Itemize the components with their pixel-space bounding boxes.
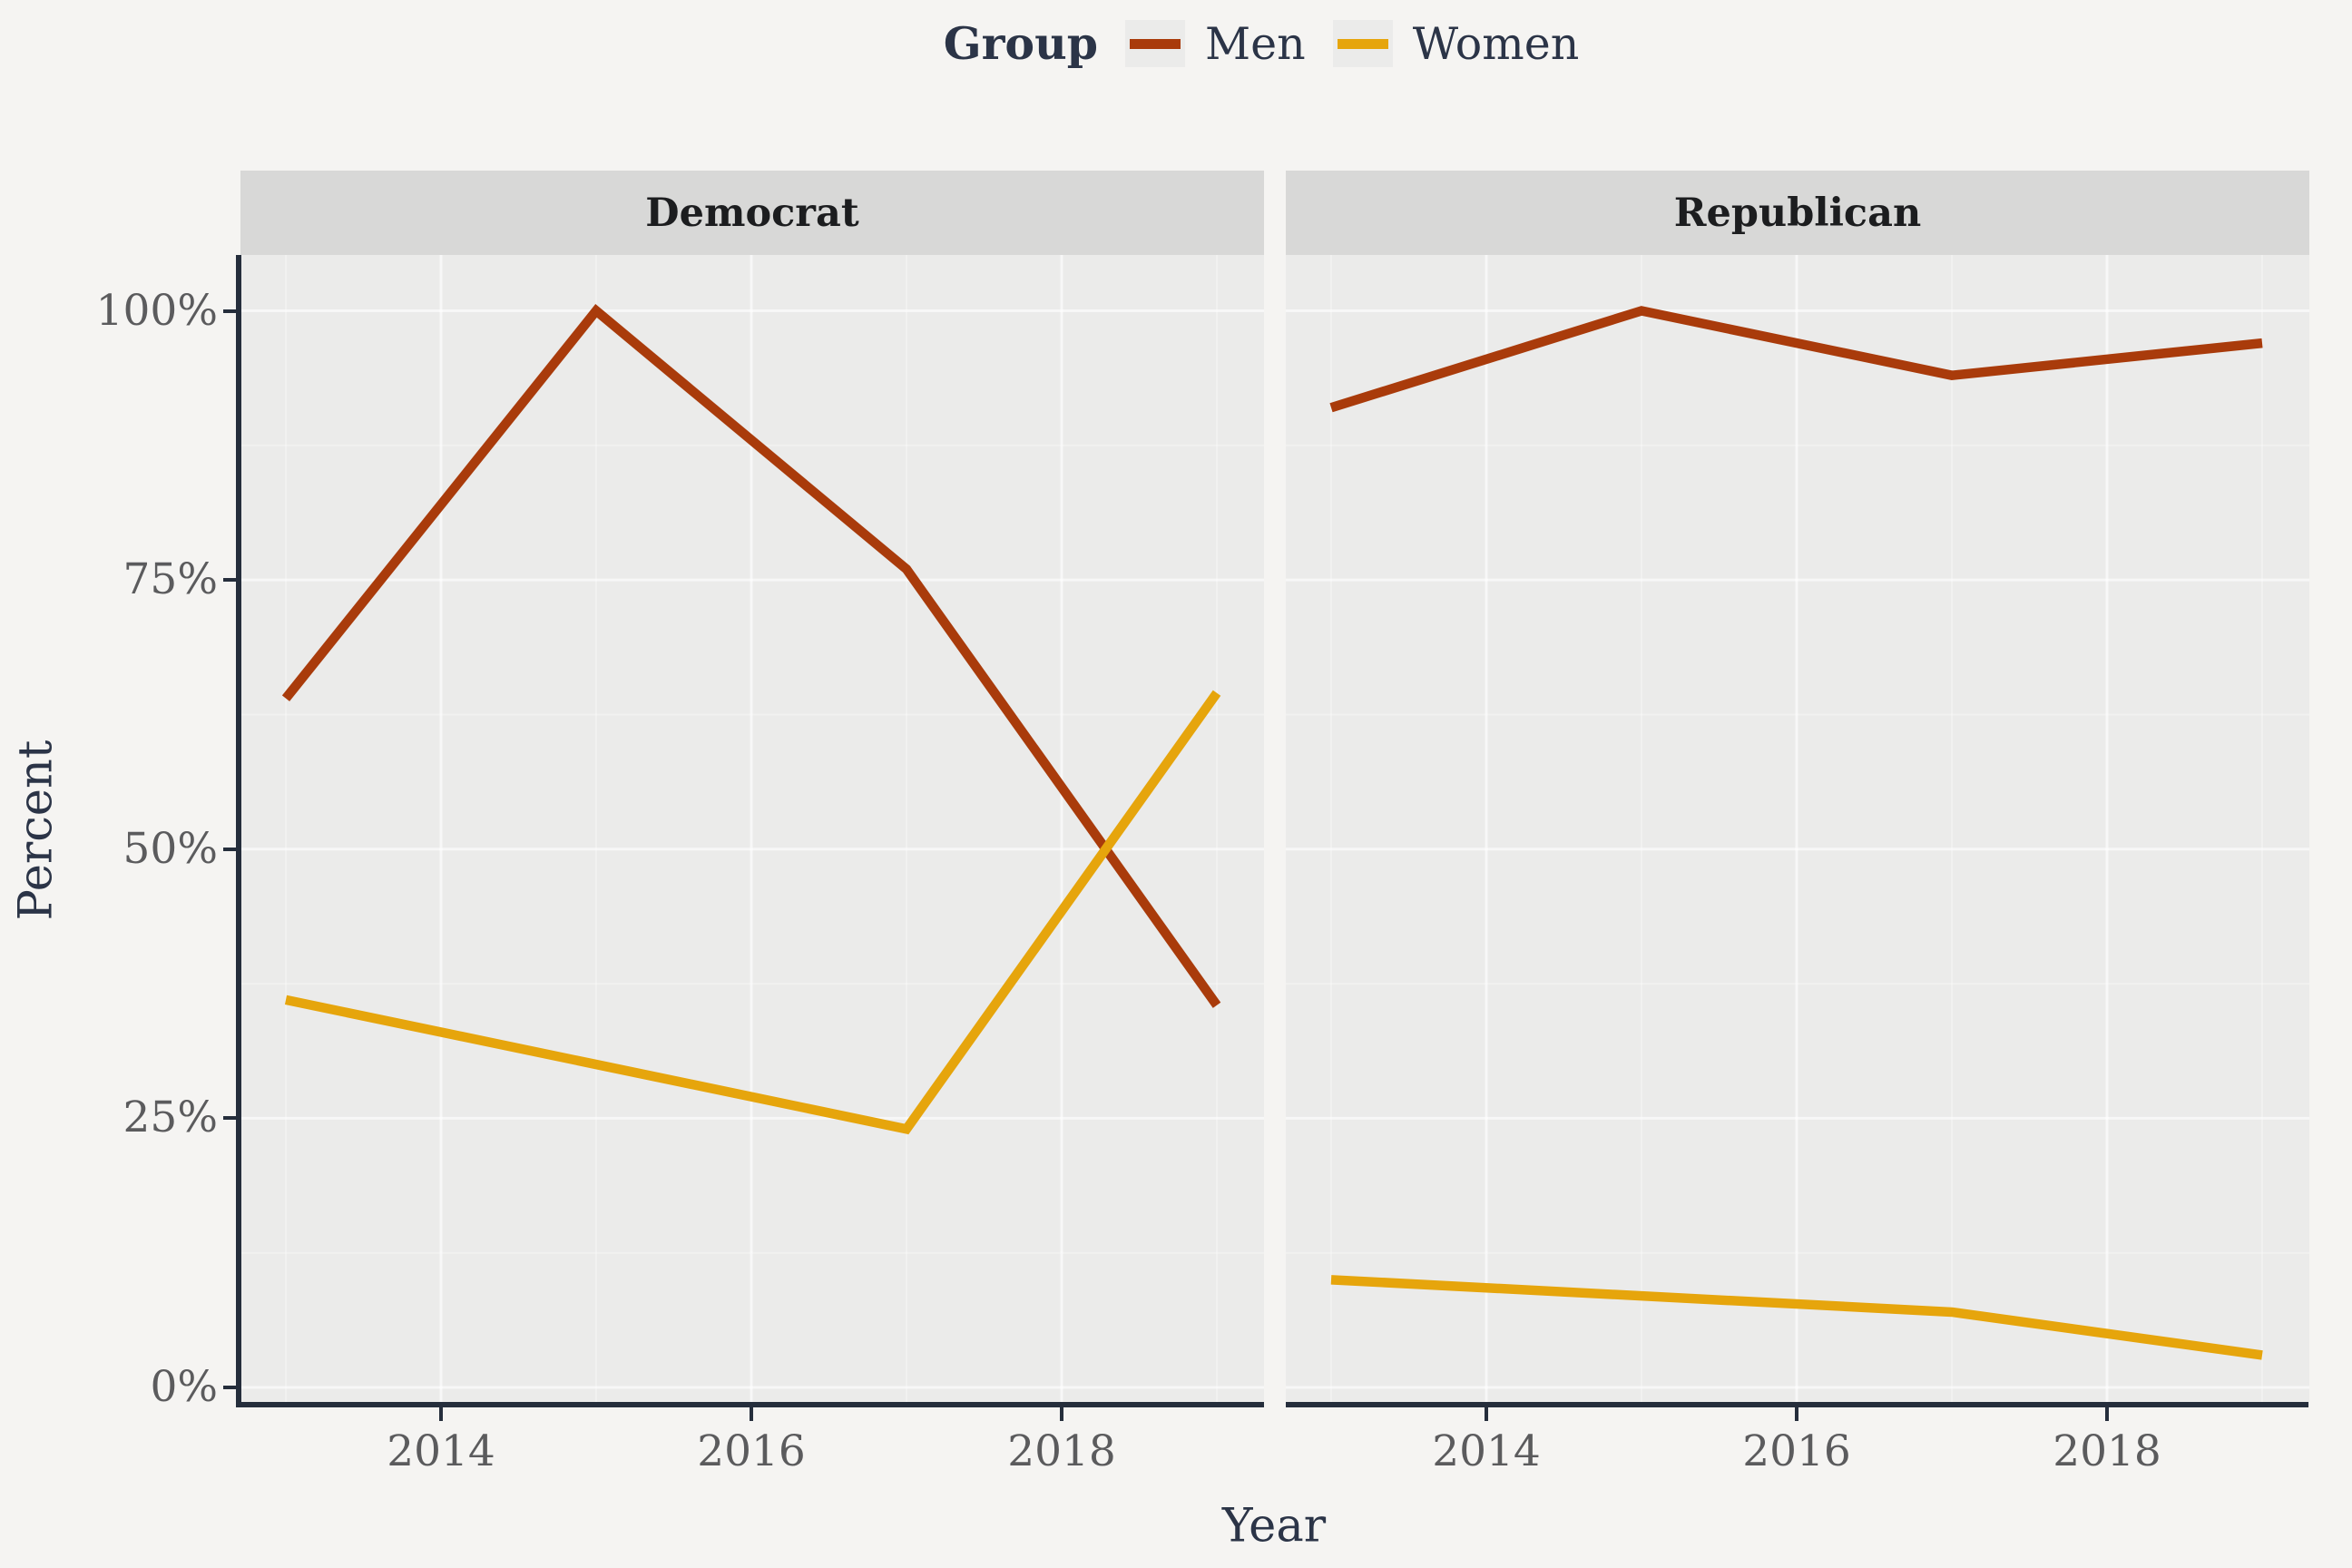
facet-strip-label: Republican (1673, 190, 1922, 236)
panel-democrat-plot (240, 255, 1264, 1406)
y-tick-label: 25% (122, 1093, 218, 1143)
y-tick-label: 0% (150, 1362, 218, 1412)
legend-label-men: Men (1204, 17, 1306, 70)
facet-strip-democrat: Democrat (240, 171, 1264, 255)
panel-republican-plot (1286, 255, 2309, 1406)
legend-key-men (1124, 20, 1185, 67)
legend-item-men: Men (1124, 17, 1306, 70)
x-axis-line-republican (1286, 1402, 2308, 1407)
panel-republican (1286, 255, 2309, 1406)
panel-democrat (240, 255, 1264, 1406)
x-tick-label: 2016 (1742, 1426, 1851, 1476)
legend-key-women (1332, 20, 1393, 67)
x-tick-mark (1485, 1407, 1488, 1421)
x-tick-mark (2105, 1407, 2109, 1421)
facet-strip-republican: Republican (1286, 171, 2309, 255)
x-tick-mark (750, 1407, 753, 1421)
x-tick-label: 2018 (2053, 1426, 2161, 1476)
series-line-women-democrat (284, 690, 1221, 1135)
x-axis-title: Year (1221, 1499, 1327, 1553)
y-tick-label: 100% (95, 285, 218, 336)
facet-strip-label: Democrat (645, 190, 859, 236)
x-tick-mark (1060, 1407, 1063, 1421)
y-tick-mark (223, 578, 237, 583)
series-line-women-republican (1330, 1275, 2263, 1360)
series-line-men-republican (1329, 306, 2263, 413)
y-tick-label: 75% (122, 554, 218, 605)
men-line-swatch-icon (1129, 38, 1181, 49)
x-tick-label: 2016 (697, 1426, 806, 1476)
y-tick-mark (223, 847, 237, 851)
x-tick-label: 2014 (387, 1426, 495, 1476)
legend-label-women: Women (1412, 17, 1580, 70)
women-line-swatch-icon (1337, 38, 1388, 49)
x-tick-mark (1795, 1407, 1798, 1421)
legend-item-women: Women (1332, 17, 1580, 70)
legend: Group Men Women (85, 9, 2352, 78)
x-tick-mark (439, 1407, 443, 1421)
y-tick-mark (223, 309, 237, 313)
y-axis-line (236, 255, 241, 1407)
y-tick-mark (223, 1116, 237, 1121)
y-tick-label: 50% (122, 823, 218, 874)
x-axis-line-democrat (236, 1402, 1264, 1407)
y-tick-mark (223, 1386, 237, 1389)
x-tick-label: 2014 (1432, 1426, 1541, 1476)
series-line-men-democrat (281, 304, 1221, 1008)
legend-title: Group (943, 17, 1098, 70)
x-tick-label: 2018 (1007, 1426, 1116, 1476)
